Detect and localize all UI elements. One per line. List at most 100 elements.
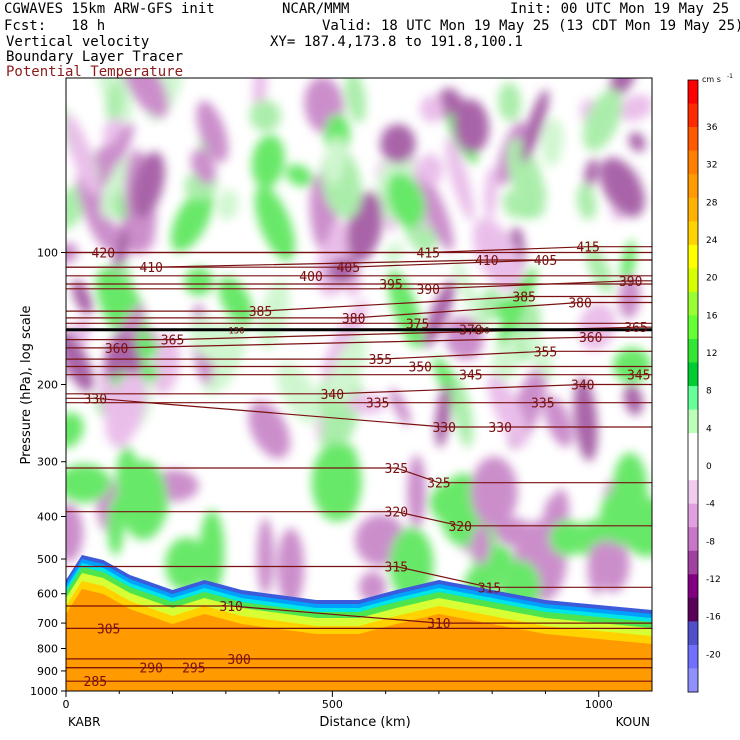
boundary-layer-tracer <box>66 555 652 691</box>
colorbar-cell <box>688 386 698 411</box>
velocity-cell <box>256 518 274 596</box>
theta-label: 355 <box>369 353 392 368</box>
y-tick-label: 900 <box>37 665 58 678</box>
velocity-cell <box>120 78 169 118</box>
theta-label: 320 <box>448 520 471 535</box>
theta-label: 380 <box>568 296 591 311</box>
colorbar-cell <box>688 503 698 528</box>
velocity-cell <box>599 487 644 546</box>
velocity-cell <box>495 517 533 547</box>
theta-line <box>66 605 652 624</box>
velocity-cell <box>190 315 224 361</box>
velocity-cell <box>573 377 598 462</box>
velocity-cell <box>435 384 451 448</box>
x-start-station: KABR <box>68 715 100 729</box>
theta-label: 345 <box>459 369 482 384</box>
colorbar-cell <box>688 668 698 693</box>
theta-label: 330 <box>432 421 455 436</box>
theta-line <box>66 326 652 341</box>
velocity-cell <box>327 257 358 285</box>
colorbar-label: 0 <box>706 462 712 472</box>
velocity-cell <box>184 267 214 296</box>
y-tick-label: 400 <box>37 511 58 524</box>
theta-label: 315 <box>385 560 408 575</box>
y-tick-label: 1000 <box>30 685 58 698</box>
velocity-cell <box>66 114 99 195</box>
y-tick-label: 100 <box>37 246 58 259</box>
velocity-cell <box>66 463 111 503</box>
colorbar-frame <box>687 79 699 693</box>
theta-line <box>66 350 652 360</box>
x-tick-label: 500 <box>322 698 343 711</box>
velocity-cell <box>452 377 473 448</box>
velocity-cell <box>329 221 353 252</box>
tropopause-label: 150 <box>228 327 244 337</box>
colorbar-label: -4 <box>706 500 715 510</box>
velocity-cell <box>251 134 285 189</box>
y-tick-label: 800 <box>37 643 58 656</box>
theta-line <box>66 511 652 527</box>
velocity-cell <box>249 99 281 132</box>
velocity-cell <box>248 401 291 459</box>
velocity-cell <box>347 393 387 415</box>
theta-label: 340 <box>571 379 594 394</box>
theta-label: 370 <box>459 324 482 339</box>
velocity-cell <box>217 189 239 221</box>
colorbar-cell <box>688 644 698 669</box>
velocity-cell <box>549 520 586 557</box>
theta-label: 345 <box>627 369 650 384</box>
velocity-cell <box>609 78 637 98</box>
colorbar-cell <box>688 409 698 434</box>
x-end-station: KOUN <box>616 715 650 729</box>
theta-label: 420 <box>92 246 115 261</box>
colorbar-cell <box>688 480 698 505</box>
theta-label: 360 <box>105 342 128 357</box>
velocity-cell <box>257 280 290 350</box>
theta-label: 290 <box>139 662 162 677</box>
y-tick-label: 200 <box>37 379 58 392</box>
velocity-cell <box>599 157 645 218</box>
theta-line <box>66 259 652 268</box>
colorbar-cell <box>688 127 698 152</box>
velocity-cell <box>137 337 159 360</box>
theta-label: 320 <box>385 506 408 521</box>
colorbar-cell <box>688 456 698 481</box>
velocity-cell <box>105 334 144 383</box>
colorbar-cell <box>688 527 698 552</box>
theta-label: 295 <box>182 662 205 677</box>
theta-label: 325 <box>385 462 408 477</box>
velocity-cell <box>385 242 404 265</box>
theta-label: 410 <box>139 261 162 276</box>
velocity-cell <box>484 166 498 221</box>
velocity-cell <box>344 78 367 124</box>
velocity-cell <box>254 185 296 261</box>
colorbar-cell <box>688 150 698 175</box>
velocity-cell <box>597 535 630 593</box>
theta-label: 390 <box>619 275 642 290</box>
velocity-cell <box>389 388 411 426</box>
velocity-cell <box>165 537 208 592</box>
theta-label: 375 <box>406 317 429 332</box>
theta-label: 400 <box>299 270 322 285</box>
colorbar-cell <box>688 362 698 387</box>
x-tick-label: 1000 <box>585 698 613 711</box>
theta-label: 350 <box>409 361 432 376</box>
colorbar: cm s -1 36 32 28 24 20 16 12 8 4 0 -4 -8 -12 -16 -20 <box>687 73 733 693</box>
theta-label: 310 <box>219 600 242 615</box>
velocity-cell <box>472 218 523 292</box>
field-vertical-velocity: Vertical velocity <box>6 34 150 50</box>
velocity-blobs <box>66 78 652 613</box>
velocity-cell <box>623 383 643 416</box>
field-bl-tracer: Boundary Layer Tracer <box>6 49 184 65</box>
theta-label: 300 <box>227 653 250 668</box>
theta-label: 330 <box>488 421 511 436</box>
theta-label: 390 <box>417 283 440 298</box>
theta-line <box>66 295 652 312</box>
velocity-cell <box>66 503 84 563</box>
velocity-cell <box>276 362 321 424</box>
theta-label: 410 <box>475 254 498 269</box>
velocity-cell <box>453 98 490 154</box>
theta-label: 365 <box>624 321 647 336</box>
colorbar-label: 36 <box>706 123 718 133</box>
